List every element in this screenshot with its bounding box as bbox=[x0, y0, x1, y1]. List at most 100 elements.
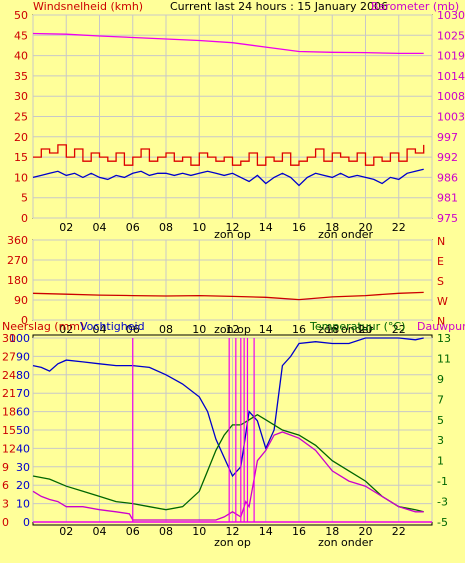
humidity-line bbox=[32, 337, 424, 478]
x-tick-label: 10 bbox=[192, 221, 206, 234]
y-tick-label-humidity: 60 bbox=[16, 406, 30, 419]
y-tick-label-humidity: 30 bbox=[16, 461, 30, 474]
x-tick-label: 14 bbox=[259, 323, 273, 336]
x-annotation: zon op bbox=[214, 536, 251, 549]
x-tick-label: 08 bbox=[159, 525, 173, 538]
x-annotation: zon onder bbox=[318, 536, 373, 549]
x-tick-label: 16 bbox=[292, 221, 306, 234]
x-tick-label: 02 bbox=[59, 323, 73, 336]
y-tick-label-rain: 9 bbox=[2, 461, 9, 474]
y-tick-label-temp: 13 bbox=[437, 332, 451, 345]
y-tick-label-humidity: 80 bbox=[16, 369, 30, 382]
x-annotation: zon op bbox=[214, 228, 251, 241]
x-tick-label: 04 bbox=[93, 221, 107, 234]
y-tick-label-temp: 7 bbox=[437, 393, 444, 406]
x-tick-label: 18 bbox=[325, 221, 339, 234]
x-tick-label: 08 bbox=[159, 323, 173, 336]
y-tick-label-humidity: 20 bbox=[16, 479, 30, 492]
y-tick-label-humidity: 90 bbox=[16, 350, 30, 363]
y-tick-label-right: 975 bbox=[437, 212, 458, 225]
y-tick-label-rain: 24 bbox=[2, 369, 16, 382]
wind-axis-title: Windsnelheid (kmh) bbox=[33, 0, 143, 13]
x-annotation: zon op bbox=[214, 323, 251, 336]
y-tick-label-right: 1025 bbox=[437, 29, 465, 42]
x-tick-label: 04 bbox=[93, 525, 107, 538]
y-tick-label-left: 25 bbox=[14, 111, 28, 124]
y-tick-label-rain: 3 bbox=[2, 498, 9, 511]
x-tick-label: 20 bbox=[359, 323, 373, 336]
y-tick-label-left: 270 bbox=[7, 254, 28, 267]
temperature-line bbox=[32, 413, 424, 513]
x-tick-label: 06 bbox=[126, 221, 140, 234]
y-tick-label-rain: 12 bbox=[2, 442, 16, 455]
y-tick-label-rain: 21 bbox=[2, 387, 16, 400]
x-tick-label: 16 bbox=[292, 525, 306, 538]
y-tick-label-temp: -5 bbox=[437, 516, 448, 529]
y-tick-label-rain: 27 bbox=[2, 350, 16, 363]
wind-baro-chart: 0 5 10 15 20 25 30 35 40 45 50 975 981 986 992 997 1003 1… bbox=[14, 9, 465, 241]
x-tick-label: 12 bbox=[226, 323, 240, 336]
y-tick-label-right: N bbox=[437, 315, 445, 328]
rain-humidity-temp-chart: 0102030405060708090100036912151821242730… bbox=[2, 332, 451, 549]
y-tick-label-humidity: 0 bbox=[23, 516, 30, 529]
y-tick-label-left: 360 bbox=[7, 234, 28, 247]
y-tick-label-right: 992 bbox=[437, 151, 458, 164]
x-tick-label: 10 bbox=[192, 525, 206, 538]
dewpoint-axis-title: Dauwpunt bbox=[417, 320, 465, 333]
baro-axis-title: Barometer (mb) bbox=[371, 0, 459, 13]
y-tick-label-left: 15 bbox=[14, 151, 28, 164]
x-annotation: zon onder bbox=[318, 228, 373, 241]
x-tick-label: 04 bbox=[93, 323, 107, 336]
y-tick-label-humidity: 100 bbox=[9, 332, 30, 345]
y-tick-label-temp: 11 bbox=[437, 352, 451, 365]
y-tick-label-left: 40 bbox=[14, 50, 28, 63]
y-tick-label-rain: 6 bbox=[2, 479, 9, 492]
temperature-axis-title: Temperatuur (°C) bbox=[309, 320, 405, 333]
x-tick-label: 06 bbox=[126, 323, 140, 336]
y-tick-label-temp: 1 bbox=[437, 455, 444, 468]
x-tick-label: 22 bbox=[392, 323, 406, 336]
x-annotation: zon onder bbox=[318, 323, 373, 336]
y-tick-label-right: 1014 bbox=[437, 70, 465, 83]
y-tick-label-rain: 18 bbox=[2, 406, 16, 419]
y-tick-label-humidity: 40 bbox=[16, 442, 30, 455]
x-tick-label: 20 bbox=[359, 525, 373, 538]
x-tick-label: 22 bbox=[392, 525, 406, 538]
x-tick-label: 18 bbox=[325, 323, 339, 336]
y-tick-label-left: 50 bbox=[14, 9, 28, 22]
x-tick-label: 12 bbox=[226, 525, 240, 538]
x-tick-label: 12 bbox=[226, 221, 240, 234]
y-tick-label-right: 1003 bbox=[437, 111, 465, 124]
y-tick-label-left: 30 bbox=[14, 90, 28, 103]
y-tick-label-rain: 30 bbox=[2, 332, 16, 345]
x-tick-label: 08 bbox=[159, 221, 173, 234]
x-tick-label: 20 bbox=[359, 221, 373, 234]
y-tick-label-left: 90 bbox=[14, 294, 28, 307]
y-tick-label-right: 981 bbox=[437, 192, 458, 205]
y-tick-label-right: W bbox=[437, 295, 448, 308]
y-tick-label-humidity: 10 bbox=[16, 498, 30, 511]
y-tick-label-right: 986 bbox=[437, 171, 458, 184]
y-tick-label-temp: -3 bbox=[437, 496, 448, 509]
x-tick-label: 10 bbox=[192, 323, 206, 336]
wind_avg-line bbox=[32, 168, 424, 187]
y-tick-label-temp: 5 bbox=[437, 414, 444, 427]
y-tick-label-rain: 15 bbox=[2, 424, 16, 437]
rain-axis-title: Neerslag (mm) bbox=[2, 320, 84, 333]
direction-line bbox=[32, 291, 424, 301]
y-tick-label-left: 0 bbox=[21, 212, 28, 225]
y-tick-label-right: 1019 bbox=[437, 50, 465, 63]
y-tick-label-left: 45 bbox=[14, 29, 28, 42]
y-tick-label-left: 35 bbox=[14, 70, 28, 83]
y-tick-label-temp: 9 bbox=[437, 373, 444, 386]
y-tick-label-left: 20 bbox=[14, 131, 28, 144]
x-tick-label: 14 bbox=[259, 525, 273, 538]
y-tick-label-right: E bbox=[437, 255, 444, 268]
y-tick-label-humidity: 70 bbox=[16, 387, 30, 400]
humidity-axis-title: Vochtigheid bbox=[80, 320, 145, 333]
x-tick-label: 06 bbox=[126, 525, 140, 538]
y-tick-label-left: 10 bbox=[14, 171, 28, 184]
y-tick-label-left: 0 bbox=[21, 314, 28, 327]
